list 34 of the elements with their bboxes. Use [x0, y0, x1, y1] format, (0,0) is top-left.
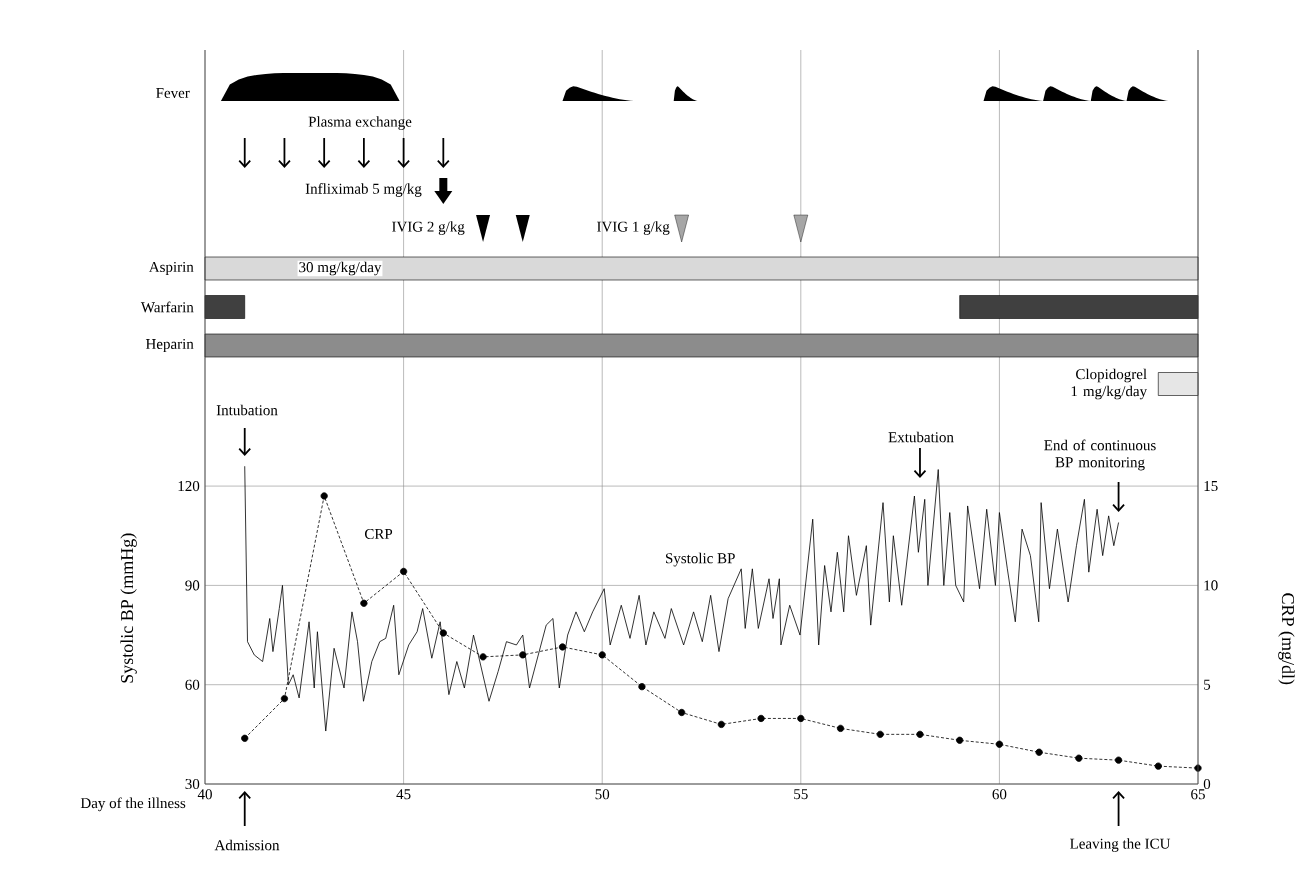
category-label: Aspirin — [148, 261, 194, 276]
x-axis-title: Day of the illness — [80, 797, 186, 812]
text: Admission — [214, 839, 280, 851]
x-tick-label: 65 — [1191, 789, 1205, 800]
y2-tick-label: 10 — [1204, 580, 1218, 591]
text: Plasma exchange — [308, 116, 412, 130]
x-tick-label: 60 — [992, 789, 1007, 800]
text: Leaving the ICU — [1070, 838, 1171, 852]
y-tick-label: 120 — [178, 481, 200, 492]
y-tick-label: 30 — [185, 778, 200, 790]
category-label: Warfarin — [140, 301, 194, 313]
y2-tick-label: 5 — [1204, 679, 1211, 690]
y-tick-label: 90 — [185, 580, 200, 591]
category-label: Clopidogrel 1 mg/kg/day — [1071, 368, 1148, 400]
annotation: 30 mg/kg/day — [299, 261, 382, 276]
annotation: Extubation — [888, 431, 954, 443]
x-tick-label: 40 — [197, 789, 212, 800]
y-tick-label: 60 — [185, 679, 200, 690]
series-label: CRP — [364, 528, 393, 539]
series-label: Systolic BP — [666, 552, 735, 567]
annotation: End of continuous BP monitoring — [1044, 439, 1156, 471]
x-tick-label: 45 — [396, 789, 411, 800]
category-label: Heparin — [145, 338, 194, 353]
y-axis-title: Systolic BP (mmHg) — [120, 533, 137, 683]
text: IVIG 2 g/kg — [392, 221, 465, 235]
annotation: Intubation — [216, 404, 278, 416]
text: IVIG 1 g/kg — [597, 221, 670, 235]
y2-tick-label: 0 — [1203, 778, 1211, 790]
x-tick-label: 55 — [794, 789, 808, 800]
y2-axis-title: CRP (mg/dl) — [1278, 593, 1295, 685]
text: Fever — [156, 88, 190, 98]
text: Infliximab 5 mg/kg — [305, 183, 422, 197]
y2-tick-label: 15 — [1204, 481, 1218, 492]
x-tick-label: 50 — [595, 789, 610, 800]
